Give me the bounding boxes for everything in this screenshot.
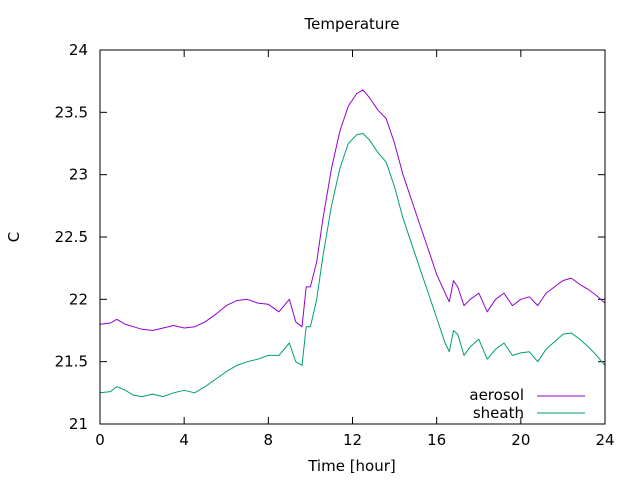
series-line-aerosol bbox=[99, 89, 606, 331]
x-axis-label: Time [hour] bbox=[307, 457, 396, 475]
legend: aerosol sheath bbox=[469, 386, 585, 422]
y-axis-label: C bbox=[5, 232, 23, 242]
y-tick-label: 22 bbox=[69, 290, 88, 308]
axis-ticks: 0 4 8 12 16 20 24 21 21.5 22 22.5 23 23.5 24 bbox=[55, 41, 615, 449]
y-tick-label: 22.5 bbox=[55, 228, 88, 246]
series-line-sheath bbox=[99, 133, 606, 398]
x-tick-label: 8 bbox=[264, 431, 274, 449]
y-tick-label: 24 bbox=[69, 41, 88, 59]
y-tick-label: 21 bbox=[69, 415, 88, 433]
x-tick-label: 16 bbox=[427, 431, 446, 449]
x-tick-label: 24 bbox=[595, 431, 614, 449]
legend-label-sheath: sheath bbox=[473, 404, 524, 422]
y-tick-label: 21.5 bbox=[55, 353, 88, 371]
x-tick-label: 20 bbox=[511, 431, 530, 449]
y-tick-label: 23 bbox=[69, 166, 88, 184]
y-tick-label: 23.5 bbox=[55, 103, 88, 121]
legend-label-aerosol: aerosol bbox=[469, 386, 524, 404]
x-tick-label: 4 bbox=[179, 431, 189, 449]
series-lines bbox=[99, 89, 606, 398]
chart-title: Temperature bbox=[303, 15, 399, 33]
x-tick-label: 12 bbox=[343, 431, 362, 449]
plot-frame bbox=[99, 49, 606, 425]
x-tick-label: 0 bbox=[95, 431, 105, 449]
